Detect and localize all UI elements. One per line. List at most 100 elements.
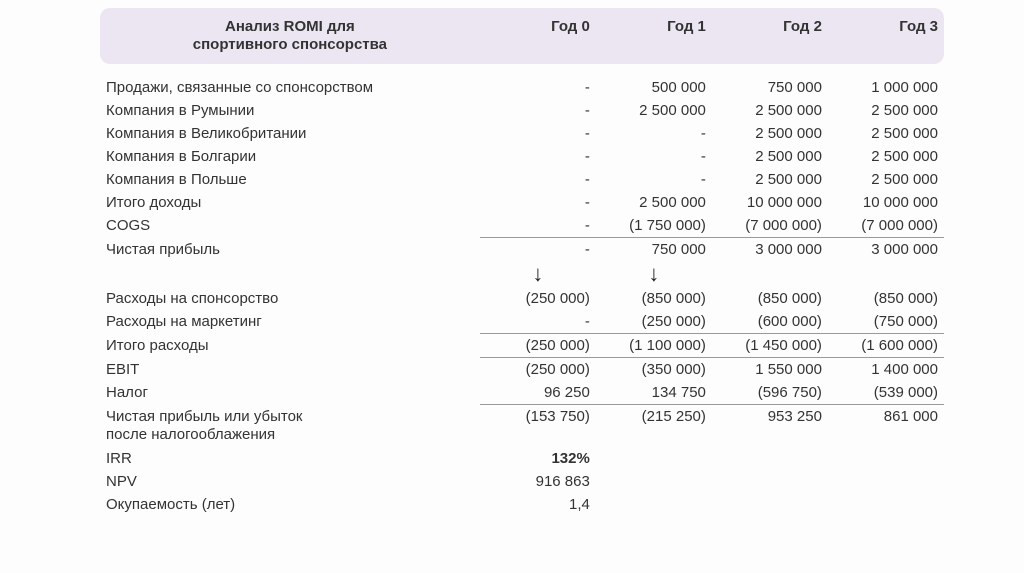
cell: (250 000) <box>480 334 596 358</box>
cell: (250 000) <box>480 287 596 310</box>
cell: 3 000 000 <box>828 238 944 262</box>
cell: 2 500 000 <box>828 145 944 168</box>
cell: (1 450 000) <box>712 334 828 358</box>
row-label: Компания в Великобритании <box>100 122 480 145</box>
cell: - <box>480 76 596 99</box>
cell: - <box>480 122 596 145</box>
cell: 2 500 000 <box>712 99 828 122</box>
cell <box>712 493 828 516</box>
cell <box>596 447 712 470</box>
cell: 2 500 000 <box>828 99 944 122</box>
romi-table: Анализ ROMI для спортивного спонсорства … <box>100 8 944 516</box>
cell: (1 100 000) <box>596 334 712 358</box>
row-label: Компания в Болгарии <box>100 145 480 168</box>
cell: 2 500 000 <box>712 145 828 168</box>
cell: (850 000) <box>712 287 828 310</box>
cell: 750 000 <box>596 238 712 262</box>
cell: 861 000 <box>828 405 944 447</box>
table-row: Налог 96 250 134 750 (596 750) (539 000) <box>100 381 944 405</box>
row-label: Итого расходы <box>100 334 480 358</box>
cell: 953 250 <box>712 405 828 447</box>
arrow-down-icon: ↓ <box>532 261 543 287</box>
table-row: Чистая прибыль - 750 000 3 000 000 3 000… <box>100 238 944 262</box>
cell: (600 000) <box>712 310 828 334</box>
header-col-3: Год 3 <box>828 8 944 64</box>
cell: (539 000) <box>828 381 944 405</box>
cell: (850 000) <box>828 287 944 310</box>
cell <box>828 447 944 470</box>
row-label: EBIT <box>100 358 480 382</box>
cell: 1 550 000 <box>712 358 828 382</box>
cell: 3 000 000 <box>712 238 828 262</box>
header-col-0: Год 0 <box>480 8 596 64</box>
header-col-2: Год 2 <box>712 8 828 64</box>
cell: - <box>480 99 596 122</box>
row-label: Чистая прибыль <box>100 238 480 262</box>
cell: 2 500 000 <box>712 168 828 191</box>
cell: (7 000 000) <box>712 214 828 238</box>
row-label: Чистая прибыль или убыток после налогооб… <box>100 405 480 447</box>
cell: 500 000 <box>596 76 712 99</box>
cell <box>712 470 828 493</box>
cell: 916 863 <box>480 470 596 493</box>
row-label: Продажи, связанные со спонсорством <box>100 76 480 99</box>
cell: (350 000) <box>596 358 712 382</box>
cell: 2 500 000 <box>596 191 712 214</box>
cell: - <box>596 168 712 191</box>
table-row: NPV 916 863 <box>100 470 944 493</box>
table-row: Компания в Румынии - 2 500 000 2 500 000… <box>100 99 944 122</box>
row-label: NPV <box>100 470 480 493</box>
table-row: Продажи, связанные со спонсорством - 500… <box>100 76 944 99</box>
cell <box>828 493 944 516</box>
cell: (1 750 000) <box>596 214 712 238</box>
row-label-line1: Чистая прибыль или убыток <box>106 408 474 426</box>
row-label: Компания в Румынии <box>100 99 480 122</box>
table-row: Расходы на маркетинг - (250 000) (600 00… <box>100 310 944 334</box>
cell: - <box>480 214 596 238</box>
cell: 10 000 000 <box>828 191 944 214</box>
row-label: IRR <box>100 447 480 470</box>
row-label: Налог <box>100 381 480 405</box>
row-label: COGS <box>100 214 480 238</box>
cell: 134 750 <box>596 381 712 405</box>
table-row: EBIT (250 000) (350 000) 1 550 000 1 400… <box>100 358 944 382</box>
arrow-down-icon: ↓ <box>648 261 659 287</box>
row-label: Расходы на спонсорство <box>100 287 480 310</box>
row-label: Окупаемость (лет) <box>100 493 480 516</box>
header-title: Анализ ROMI для спортивного спонсорства <box>100 8 480 64</box>
cell: (596 750) <box>712 381 828 405</box>
row-label: Расходы на маркетинг <box>100 310 480 334</box>
row-label-line2: после налогооблажения <box>106 426 474 444</box>
cell: 10 000 000 <box>712 191 828 214</box>
cell: (250 000) <box>480 358 596 382</box>
cell: (1 600 000) <box>828 334 944 358</box>
cell: 1 400 000 <box>828 358 944 382</box>
header-col-1: Год 1 <box>596 8 712 64</box>
cell: - <box>480 191 596 214</box>
table-row: Компания в Польше - - 2 500 000 2 500 00… <box>100 168 944 191</box>
cell: 132% <box>480 447 596 470</box>
table-row: Итого расходы (250 000) (1 100 000) (1 4… <box>100 334 944 358</box>
cell: (215 250) <box>596 405 712 447</box>
cell: 750 000 <box>712 76 828 99</box>
cell <box>828 470 944 493</box>
table-row: COGS - (1 750 000) (7 000 000) (7 000 00… <box>100 214 944 238</box>
cell <box>712 447 828 470</box>
table-row: Расходы на спонсорство (250 000) (850 00… <box>100 287 944 310</box>
cell: (850 000) <box>596 287 712 310</box>
row-label: Компания в Польше <box>100 168 480 191</box>
cell: 1 000 000 <box>828 76 944 99</box>
arrow-row: ↓ ↓ <box>100 261 944 287</box>
cell: - <box>480 310 596 334</box>
cell: - <box>480 145 596 168</box>
cell: 2 500 000 <box>596 99 712 122</box>
table-row: IRR 132% <box>100 447 944 470</box>
header-title-line2: спортивного спонсорства <box>106 36 474 54</box>
cell: - <box>480 168 596 191</box>
header-title-line1: Анализ ROMI для <box>106 18 474 36</box>
table-row: Компания в Великобритании - - 2 500 000 … <box>100 122 944 145</box>
cell: - <box>596 145 712 168</box>
cell: (750 000) <box>828 310 944 334</box>
table-container: Анализ ROMI для спортивного спонсорства … <box>0 0 1024 524</box>
cell: - <box>480 238 596 262</box>
